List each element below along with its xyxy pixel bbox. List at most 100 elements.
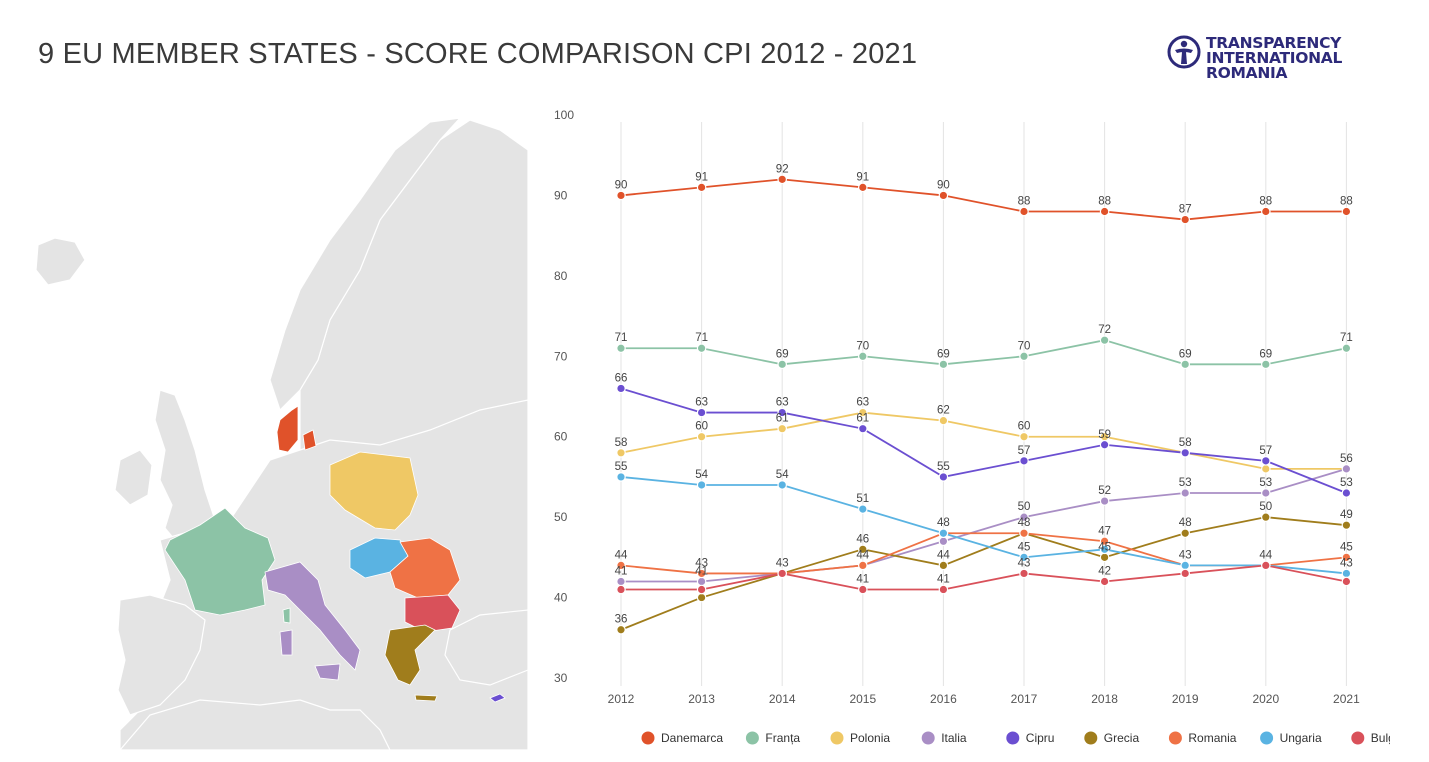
data-point-romania-2012[interactable] (616, 560, 626, 571)
data-point-danemarca-2014[interactable] (777, 174, 787, 185)
data-point-romania-2013[interactable] (696, 568, 707, 579)
data-point-italia-2019[interactable] (1180, 488, 1190, 498)
data-point-ungaria-2019[interactable] (1180, 560, 1190, 571)
data-point-danemarca-2015[interactable] (857, 182, 868, 193)
data-point-ungaria-2017[interactable] (1019, 552, 1029, 563)
data-point-italia-2013[interactable] (696, 576, 707, 587)
data-label: 87 (1179, 204, 1192, 216)
data-point-ungaria-2018[interactable] (1099, 544, 1110, 555)
data-point-cipru-2016[interactable] (938, 472, 949, 482)
data-point-danemarca-2018[interactable] (1099, 206, 1110, 217)
legend-item-danemarca[interactable]: Danemarca (641, 731, 724, 745)
data-label: 70 (856, 340, 869, 352)
data-point-danemarca-2012[interactable] (616, 190, 626, 201)
data-point-danemarca-2013[interactable] (696, 182, 707, 193)
data-point-italia-2012[interactable] (616, 576, 626, 587)
legend-item-fran-a[interactable]: Franța (745, 731, 801, 745)
data-point-romania-2021[interactable] (1341, 552, 1352, 563)
data-point-bulgaria-2019[interactable] (1180, 568, 1190, 579)
data-point-polonia-2020[interactable] (1260, 464, 1271, 474)
data-point-fran-a-2015[interactable] (857, 351, 868, 362)
data-point-italia-2017[interactable] (1019, 512, 1029, 522)
data-point-ungaria-2012[interactable] (616, 472, 626, 482)
data-point-italia-2021[interactable] (1341, 464, 1352, 474)
data-point-cipru-2017[interactable] (1019, 456, 1029, 466)
data-point-fran-a-2020[interactable] (1260, 359, 1271, 370)
data-point-ungaria-2021[interactable] (1341, 568, 1352, 579)
legend-item-cipru[interactable]: Cipru (1006, 731, 1054, 745)
data-point-grecia-2015[interactable] (857, 544, 868, 555)
data-point-fran-a-2013[interactable] (696, 343, 707, 354)
data-point-fran-a-2012[interactable] (616, 343, 626, 354)
data-point-cipru-2015[interactable] (857, 423, 868, 434)
data-point-polonia-2013[interactable] (696, 431, 707, 442)
data-point-cipru-2012[interactable] (616, 383, 626, 394)
data-point-italia-2018[interactable] (1099, 496, 1110, 506)
legend-item-italia[interactable]: Italia (921, 731, 967, 745)
data-point-bulgaria-2012[interactable] (616, 584, 626, 595)
data-point-polonia-2012[interactable] (616, 447, 626, 458)
data-point-ungaria-2015[interactable] (857, 504, 868, 514)
data-point-polonia-2017[interactable] (1019, 431, 1029, 442)
data-point-romania-2017[interactable] (1019, 528, 1029, 539)
data-point-bulgaria-2018[interactable] (1099, 576, 1110, 587)
data-label: 43 (1179, 549, 1192, 561)
data-point-cipru-2019[interactable] (1180, 447, 1190, 458)
data-point-danemarca-2019[interactable] (1180, 214, 1190, 225)
data-point-bulgaria-2021[interactable] (1341, 576, 1352, 587)
data-point-grecia-2021[interactable] (1341, 520, 1352, 530)
data-point-grecia-2016[interactable] (938, 560, 949, 571)
series-line-danemarca (620, 178, 1347, 221)
data-point-bulgaria-2014[interactable] (777, 568, 787, 579)
data-point-grecia-2012[interactable] (616, 624, 626, 635)
data-point-fran-a-2016[interactable] (938, 359, 949, 370)
data-point-ungaria-2016[interactable] (938, 528, 949, 539)
legend-item-ungaria[interactable]: Ungaria (1260, 731, 1322, 745)
data-point-polonia-2016[interactable] (938, 415, 949, 426)
data-point-danemarca-2016[interactable] (938, 190, 949, 201)
data-point-bulgaria-2016[interactable] (938, 584, 949, 595)
data-point-fran-a-2021[interactable] (1341, 343, 1352, 354)
data-point-cipru-2018[interactable] (1099, 439, 1110, 450)
data-point-danemarca-2020[interactable] (1260, 206, 1271, 217)
data-point-italia-2020[interactable] (1260, 488, 1271, 498)
data-point-danemarca-2017[interactable] (1019, 206, 1029, 217)
data-point-cipru-2014[interactable] (777, 407, 787, 418)
y-tick-label: 30 (554, 671, 568, 685)
data-point-italia-2016[interactable] (938, 536, 949, 547)
legend-label: Romania (1188, 731, 1236, 745)
data-label: 57 (1259, 445, 1272, 457)
data-point-grecia-2013[interactable] (696, 592, 707, 603)
data-point-danemarca-2021[interactable] (1341, 206, 1352, 217)
data-point-grecia-2020[interactable] (1260, 512, 1271, 522)
data-point-ungaria-2013[interactable] (696, 480, 707, 490)
data-point-cipru-2021[interactable] (1341, 488, 1352, 498)
data-point-polonia-2015[interactable] (857, 407, 868, 418)
data-point-fran-a-2014[interactable] (777, 359, 787, 370)
data-point-bulgaria-2013[interactable] (696, 584, 707, 595)
series-line-cipru (620, 387, 1347, 494)
data-point-bulgaria-2015[interactable] (857, 584, 868, 595)
data-point-cipru-2020[interactable] (1260, 456, 1271, 466)
data-point-bulgaria-2017[interactable] (1019, 568, 1029, 579)
legend-item-romania[interactable]: Romania (1168, 731, 1237, 745)
data-point-fran-a-2018[interactable] (1099, 335, 1110, 345)
legend-item-grecia[interactable]: Grecia (1084, 731, 1139, 745)
y-tick-label: 100 (554, 108, 574, 122)
data-point-fran-a-2019[interactable] (1180, 359, 1190, 370)
data-point-grecia-2019[interactable] (1180, 528, 1190, 539)
data-label: 88 (1018, 196, 1031, 208)
data-point-grecia-2018[interactable] (1099, 552, 1110, 563)
chart-data-labels: 90 91 92 91 90 88 88 87 88 88 71 71 69 70 69 70 72 69 69 71… (615, 163, 1353, 625)
legend-item-bulgaria[interactable]: Bulgaria (1351, 731, 1390, 745)
data-label: 44 (1259, 549, 1272, 561)
data-point-bulgaria-2020[interactable] (1260, 560, 1271, 571)
data-point-ungaria-2014[interactable] (777, 480, 787, 490)
legend-swatch (921, 731, 935, 745)
data-point-cipru-2013[interactable] (696, 407, 707, 418)
data-point-fran-a-2017[interactable] (1019, 351, 1029, 362)
map-base-land (35, 117, 529, 750)
data-point-romania-2015[interactable] (857, 560, 868, 571)
data-point-polonia-2014[interactable] (777, 423, 787, 434)
legend-item-polonia[interactable]: Polonia (830, 731, 891, 745)
